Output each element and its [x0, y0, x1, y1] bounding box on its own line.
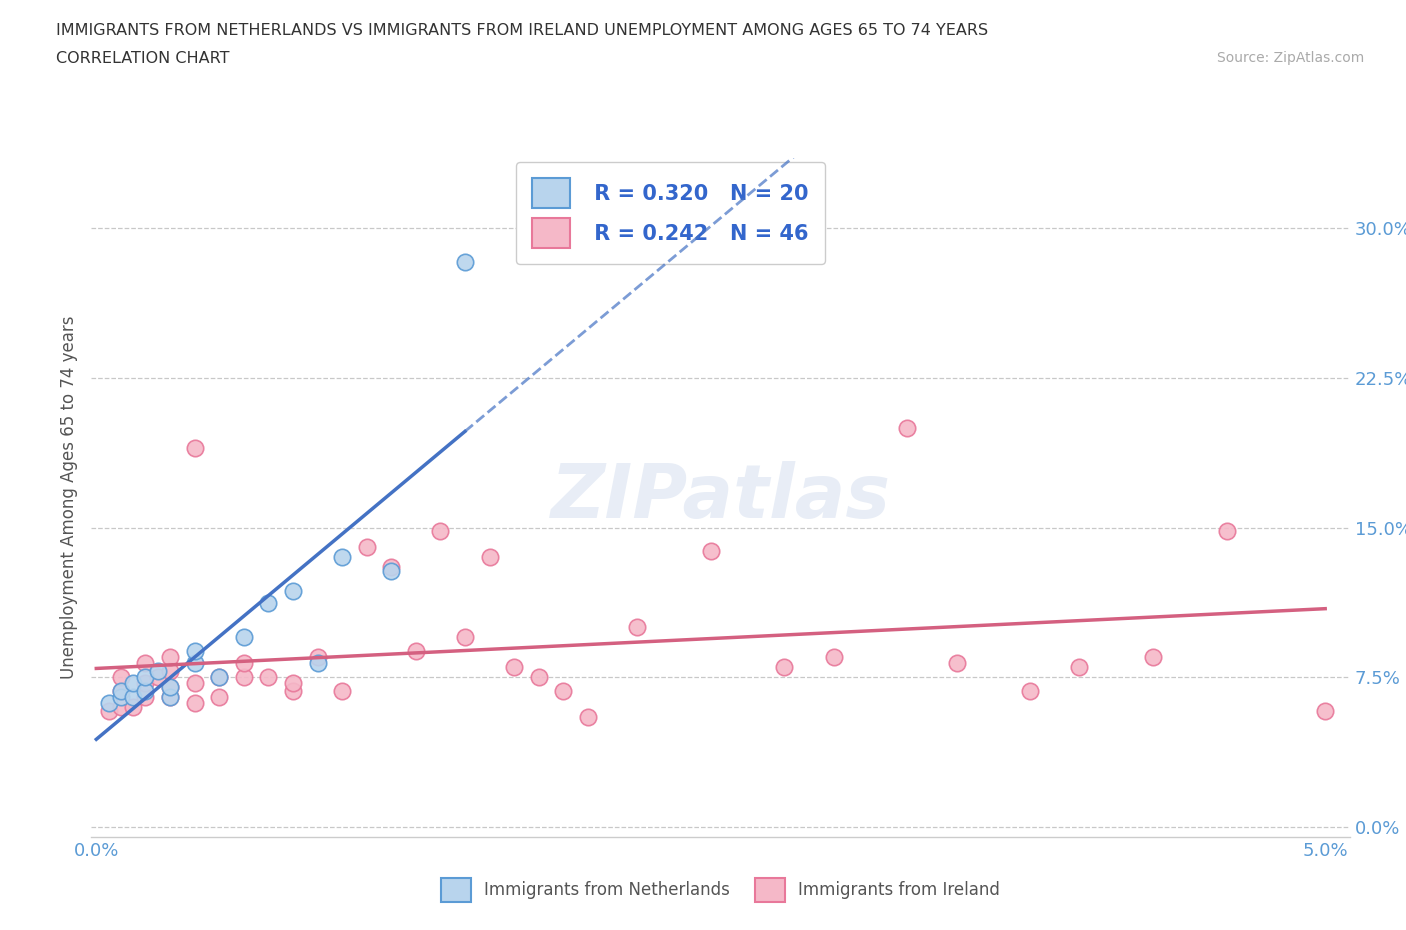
- Point: [330, 550, 353, 565]
- Point: [307, 650, 329, 665]
- Point: [405, 644, 427, 658]
- Point: [110, 699, 132, 714]
- Text: Source: ZipAtlas.com: Source: ZipAtlas.com: [1216, 51, 1364, 65]
- Point: [307, 656, 329, 671]
- Point: [1216, 525, 1239, 539]
- Point: [183, 656, 205, 671]
- Point: [146, 664, 169, 679]
- Point: [122, 699, 145, 714]
- Point: [134, 690, 156, 705]
- Point: [503, 660, 526, 675]
- Point: [1142, 650, 1164, 665]
- Point: [134, 670, 156, 684]
- Point: [183, 440, 205, 455]
- Point: [281, 584, 304, 599]
- Point: [208, 690, 231, 705]
- Point: [110, 684, 132, 698]
- Point: [330, 684, 353, 698]
- Point: [159, 650, 181, 665]
- Point: [159, 690, 181, 705]
- Point: [110, 690, 132, 705]
- Point: [281, 684, 304, 698]
- Point: [356, 540, 378, 555]
- Point: [281, 676, 304, 691]
- Point: [257, 596, 280, 611]
- Point: [1315, 704, 1337, 719]
- Point: [380, 560, 402, 575]
- Point: [896, 420, 918, 435]
- Point: [134, 684, 156, 698]
- Point: [945, 656, 967, 671]
- Point: [159, 680, 181, 695]
- Point: [232, 630, 254, 644]
- Point: [159, 664, 181, 679]
- Point: [232, 656, 254, 671]
- Point: [1019, 684, 1042, 698]
- Point: [208, 670, 231, 684]
- Point: [626, 620, 648, 635]
- Point: [134, 676, 156, 691]
- Point: [183, 644, 205, 658]
- Point: [700, 544, 723, 559]
- Point: [122, 690, 145, 705]
- Point: [134, 656, 156, 671]
- Point: [146, 670, 169, 684]
- Legend: Immigrants from Netherlands, Immigrants from Ireland: Immigrants from Netherlands, Immigrants …: [433, 870, 1008, 910]
- Point: [823, 650, 845, 665]
- Y-axis label: Unemployment Among Ages 65 to 74 years: Unemployment Among Ages 65 to 74 years: [59, 316, 77, 679]
- Point: [208, 670, 231, 684]
- Point: [232, 670, 254, 684]
- Point: [773, 660, 796, 675]
- Point: [454, 255, 477, 270]
- Text: IMMIGRANTS FROM NETHERLANDS VS IMMIGRANTS FROM IRELAND UNEMPLOYMENT AMONG AGES 6: IMMIGRANTS FROM NETHERLANDS VS IMMIGRANT…: [56, 23, 988, 38]
- Point: [478, 550, 501, 565]
- Point: [97, 704, 120, 719]
- Point: [527, 670, 550, 684]
- Point: [122, 676, 145, 691]
- Point: [257, 670, 280, 684]
- Text: CORRELATION CHART: CORRELATION CHART: [56, 51, 229, 66]
- Point: [183, 676, 205, 691]
- Point: [553, 684, 575, 698]
- Point: [429, 525, 451, 539]
- Point: [454, 630, 477, 644]
- Point: [159, 680, 181, 695]
- Point: [110, 670, 132, 684]
- Point: [159, 690, 181, 705]
- Text: ZIPatlas: ZIPatlas: [551, 461, 890, 534]
- Point: [183, 696, 205, 711]
- Point: [110, 684, 132, 698]
- Point: [97, 696, 120, 711]
- Point: [1069, 660, 1091, 675]
- Point: [380, 564, 402, 578]
- Point: [576, 710, 599, 724]
